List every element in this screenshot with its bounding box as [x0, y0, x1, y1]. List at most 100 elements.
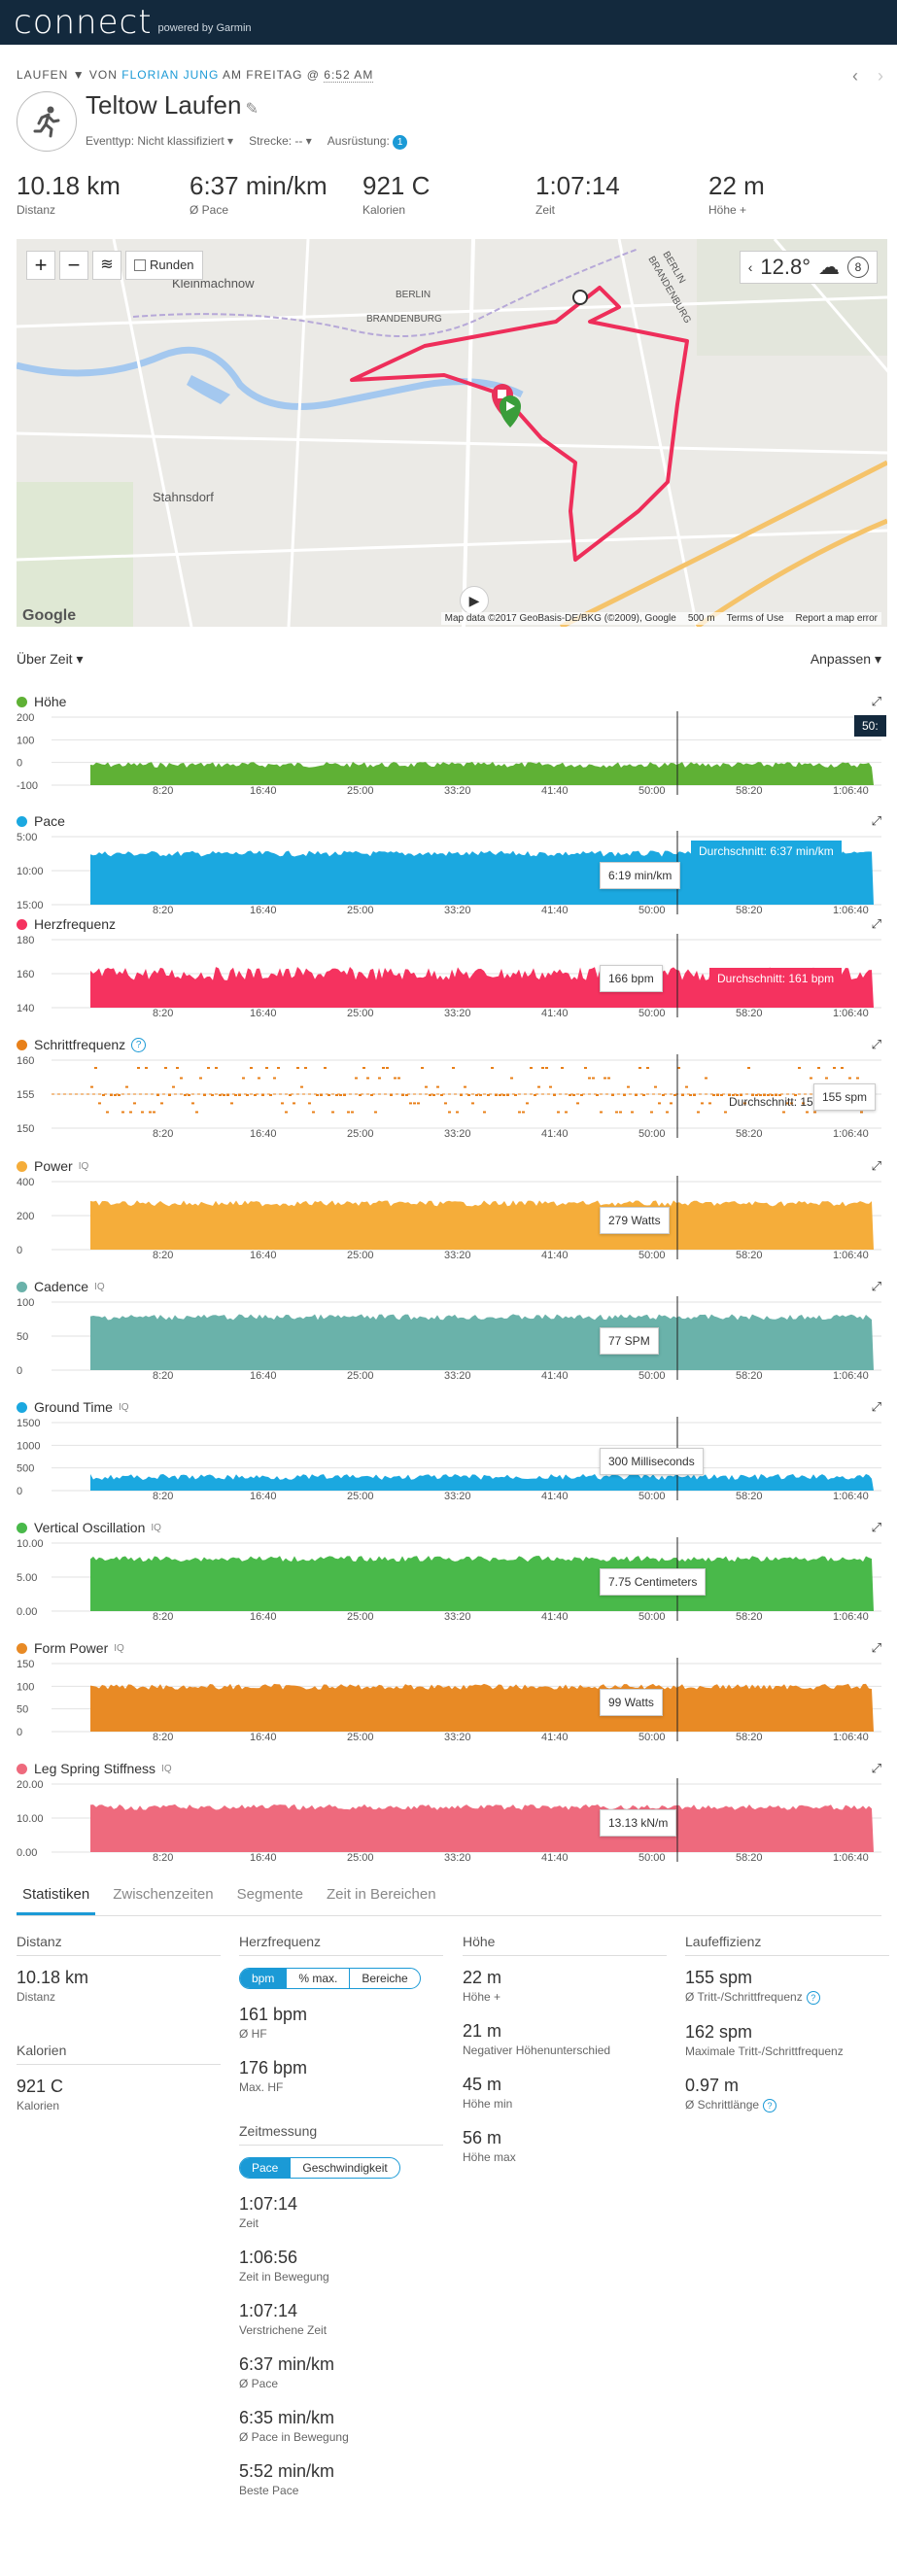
cadence-point [339, 1094, 342, 1096]
help-icon[interactable]: ? [806, 1991, 820, 2005]
chart-plot[interactable]: 1500 1000 500 0 8:20 16:40 25:00 33:20 41:40 50:0… [17, 1417, 881, 1500]
start-time[interactable]: 6:52 AM [324, 68, 374, 83]
help-icon[interactable]: ? [763, 2099, 777, 2112]
cadence-point [611, 1094, 614, 1096]
map-canvas[interactable]: Kleinmachnow BERLIN BRANDENBURG Stahnsdo… [17, 239, 887, 627]
chart-hoehe[interactable]: Höhe ⤢ 200 100 0 -100 8:20 16:40 25:00 33:20 41:40… [17, 692, 886, 795]
chart-gct[interactable]: Ground Time IQ ⤢ 1500 1000 500 0 8:20 16:40 25:00… [17, 1397, 881, 1500]
help-icon[interactable]: ? [131, 1037, 147, 1052]
chart-plot[interactable]: 160 155 150 8:20 16:40 25:00 33:20 41:40 50:00 58… [17, 1054, 881, 1138]
x-tick-label: 33:20 [444, 1008, 471, 1017]
event-type-select[interactable]: Eventtyp: Nicht klassifiziert ▾ [86, 134, 234, 148]
section-head: Zeitmessung [239, 2123, 443, 2146]
activity-title[interactable]: Teltow Laufen ✎ [86, 90, 259, 120]
expand-icon[interactable]: ⤢ [871, 694, 881, 708]
cadence-point [269, 1094, 272, 1096]
hr-seg-zones[interactable]: Bereiche [362, 1972, 408, 1985]
chart-plot[interactable]: 400 200 0 8:20 16:40 25:00 33:20 41:40 50:00 58:2… [17, 1176, 881, 1259]
chart-vo[interactable]: Vertical Oscillation IQ ⤢ 10.00 5.00 0.00 8:20… [17, 1518, 881, 1621]
cadence-point [94, 1067, 97, 1069]
next-activity-icon[interactable]: › [878, 66, 883, 86]
route-map[interactable]: Kleinmachnow BERLIN BRANDENBURG Stahnsdo… [17, 239, 887, 627]
chart-cadence[interactable]: Schrittfrequenz? ⤢ 160 155 150 8:20 16:40 25:00… [17, 1035, 881, 1138]
chart-lss[interactable]: Leg Spring Stiffness IQ ⤢ 20.00 10.00 0.00 8:2… [17, 1759, 881, 1862]
zoom-in-button[interactable]: + [26, 251, 55, 280]
activity-type[interactable]: LAUFEN [17, 68, 69, 82]
laps-toggle[interactable]: Runden [125, 251, 203, 280]
cadence-point [530, 1067, 533, 1069]
layers-icon[interactable]: ≋ [92, 251, 121, 280]
report-link[interactable]: Report a map error [795, 613, 878, 624]
expand-icon[interactable]: ⤢ [871, 813, 881, 828]
chart-plot[interactable]: 20.00 10.00 0.00 8:20 16:40 25:00 33:20 41:40 50… [17, 1778, 881, 1862]
author-link[interactable]: FLORIAN JUNG [121, 68, 220, 82]
expand-icon[interactable]: ⤢ [871, 1399, 881, 1414]
cadence-point [374, 1111, 377, 1114]
course-select[interactable]: Strecke: -- ▾ [249, 134, 312, 148]
chart-power[interactable]: Power IQ ⤢ 400 200 0 8:20 16:40 25:00 33:20 41:40 5… [17, 1156, 881, 1259]
cadence-point [549, 1085, 552, 1088]
prev-activity-icon[interactable]: ‹ [852, 66, 858, 86]
stat-value: 10.18 km [17, 171, 121, 200]
chart-plot[interactable]: 180 160 140 8:20 16:40 25:00 33:20 41:40 50:00 58… [17, 934, 881, 1017]
range-select[interactable]: Über Zeit ▾ [17, 651, 84, 667]
tab-time-in-zones[interactable]: Zeit in Bereichen [326, 1886, 436, 1903]
activity-breadcrumb: LAUFEN ▼ VON FLORIAN JUNG AM FREITAG @ 6… [17, 68, 374, 83]
weather-collapse-icon[interactable]: ‹ [747, 259, 753, 275]
activity-type-dropdown-icon[interactable]: ▼ [72, 68, 86, 82]
cadence-point [685, 1085, 688, 1088]
zoom-out-button[interactable]: − [59, 251, 88, 280]
chart-fp[interactable]: Form Power IQ ⤢ 150 100 50 0 8:20 16:40 25:00 33:2… [17, 1638, 881, 1741]
expand-icon[interactable]: ⤢ [871, 1520, 881, 1534]
chart-cad2[interactable]: Cadence IQ ⤢ 100 50 0 8:20 16:40 25:00 33:20 41:40… [17, 1277, 881, 1380]
cadence-point [312, 1111, 315, 1114]
stats-col-hr: Herzfrequenz bpm % max. Bereiche 161 bpm… [239, 1934, 443, 2515]
stat-label: Distanz [17, 203, 56, 217]
x-tick-label: 33:20 [444, 1250, 471, 1259]
stat-value: 921 C [362, 171, 431, 200]
timing-seg-pace[interactable]: Pace [240, 2158, 292, 2178]
timing-seg-speed[interactable]: Geschwindigkeit [302, 2161, 388, 2175]
cadence-point [129, 1111, 132, 1114]
stat-value: 1:07:14 [535, 171, 620, 200]
tab-segments[interactable]: Segmente [236, 1886, 303, 1903]
chart-pace[interactable]: Pace ⤢ 5:00 10:00 15:00 8:20 16:40 25:00 33:20 41… [17, 811, 881, 914]
laps-checkbox[interactable] [134, 259, 146, 271]
chart-plot[interactable]: 100 50 0 8:20 16:40 25:00 33:20 41:40 50:00 58:20… [17, 1296, 881, 1380]
expand-icon[interactable]: ⤢ [871, 1640, 881, 1655]
stat-label: Ø HF [239, 2027, 267, 2041]
cadence-point [250, 1067, 253, 1069]
cadence-point [817, 1067, 820, 1069]
equipment-select[interactable]: Ausrüstung: 1 [328, 134, 408, 150]
adjust-select[interactable]: Anpassen ▾ [810, 651, 881, 667]
cadence-point [677, 1067, 680, 1069]
expand-icon[interactable]: ⤢ [871, 1158, 881, 1173]
terms-link[interactable]: Terms of Use [726, 613, 784, 624]
expand-icon[interactable]: ⤢ [871, 1037, 881, 1051]
weather-widget[interactable]: ‹ 12.8° ☁ 8 [739, 251, 878, 284]
chart-plot[interactable]: 150 100 50 0 8:20 16:40 25:00 33:20 41:40 50:00 58… [17, 1658, 881, 1741]
chart-plot[interactable]: 200 100 0 -100 8:20 16:40 25:00 33:20 41:40 50:00… [17, 711, 881, 795]
cadence-point [623, 1094, 626, 1096]
hr-seg-bpm[interactable]: bpm [240, 1969, 288, 1988]
svg-text:Stahnsdorf: Stahnsdorf [153, 490, 214, 504]
chart-hf[interactable]: Herzfrequenz ⤢ 180 160 140 8:20 16:40 25:00 33:2… [17, 914, 881, 1017]
iq-badge: IQ [94, 1281, 105, 1292]
tab-statistics[interactable]: Statistiken [17, 1878, 96, 1915]
play-route-button[interactable]: ▶ [460, 586, 489, 615]
cadence-point [343, 1094, 346, 1096]
cadence-point [335, 1094, 338, 1096]
cadence-point [285, 1111, 288, 1114]
hover-time-label: 50: [854, 715, 886, 737]
expand-icon[interactable]: ⤢ [871, 1279, 881, 1293]
edit-pencil-icon[interactable]: ✎ [245, 101, 259, 118]
chart-plot[interactable]: 10.00 5.00 0.00 8:20 16:40 25:00 33:20 41:40 50:… [17, 1537, 881, 1621]
expand-icon[interactable]: ⤢ [871, 916, 881, 931]
expand-icon[interactable]: ⤢ [871, 1761, 881, 1775]
x-tick-label: 25:00 [347, 1491, 374, 1500]
tab-splits[interactable]: Zwischenzeiten [113, 1886, 214, 1903]
map-controls: + − ≋ Runden [26, 251, 203, 280]
hr-seg-max[interactable]: % max. [287, 1969, 351, 1988]
stat-label: Verstrichene Zeit [239, 2323, 328, 2337]
connect-logo[interactable]: connect [14, 3, 153, 42]
